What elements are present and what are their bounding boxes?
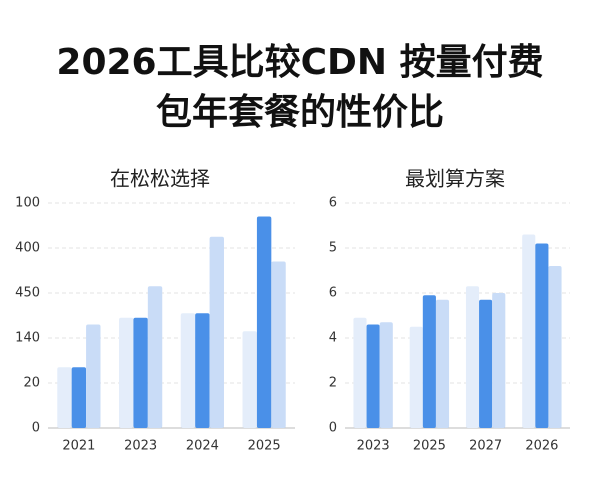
bar	[465, 286, 480, 428]
bar	[379, 322, 393, 428]
chart-title: 在松松选择	[110, 167, 210, 191]
y-tick-label: 0	[329, 421, 337, 436]
y-tick-label: 20	[23, 376, 40, 391]
bar	[119, 317, 134, 428]
y-tick-label: 5	[329, 241, 337, 256]
x-tick-label: 2021	[62, 439, 95, 454]
x-tick-label: 2025	[413, 439, 446, 454]
bar	[492, 293, 506, 428]
bar	[86, 324, 101, 428]
bar	[209, 236, 224, 428]
bar	[147, 286, 163, 428]
bar	[353, 317, 367, 428]
bar	[366, 324, 380, 428]
x-tick-label: 2023	[124, 439, 157, 454]
y-tick-label: 450	[15, 286, 40, 301]
y-tick-label: 0	[32, 421, 40, 436]
bar	[271, 261, 286, 428]
y-tick-label: 100	[15, 196, 40, 211]
bar	[133, 317, 148, 428]
y-tick-label: 400	[15, 241, 40, 256]
x-tick-label: 2023	[357, 439, 390, 454]
bar	[57, 367, 72, 428]
x-tick-label: 2026	[525, 439, 558, 454]
bar	[409, 326, 423, 428]
x-tick-label: 2025	[248, 439, 281, 454]
title-line: 包年套餐的性价比	[156, 92, 444, 133]
x-tick-label: 2024	[186, 439, 219, 454]
bar	[522, 234, 536, 428]
x-tick-label: 2027	[469, 439, 502, 454]
bar	[195, 313, 210, 428]
title-line: 2026工具比较CDN 按量付费	[56, 42, 543, 83]
y-tick-label: 6	[329, 286, 337, 301]
chart-title: 最划算方案	[405, 167, 505, 191]
bar	[71, 367, 87, 428]
bar	[479, 299, 493, 428]
bar	[422, 295, 436, 428]
bar	[256, 216, 272, 428]
bar	[535, 243, 549, 428]
bar	[435, 299, 450, 428]
bar	[548, 266, 562, 428]
y-tick-label: 4	[329, 331, 337, 346]
bar	[242, 331, 257, 428]
bar	[180, 313, 196, 428]
y-tick-label: 2	[329, 376, 337, 391]
y-tick-label: 6	[329, 196, 337, 211]
y-tick-label: 140	[15, 331, 40, 346]
